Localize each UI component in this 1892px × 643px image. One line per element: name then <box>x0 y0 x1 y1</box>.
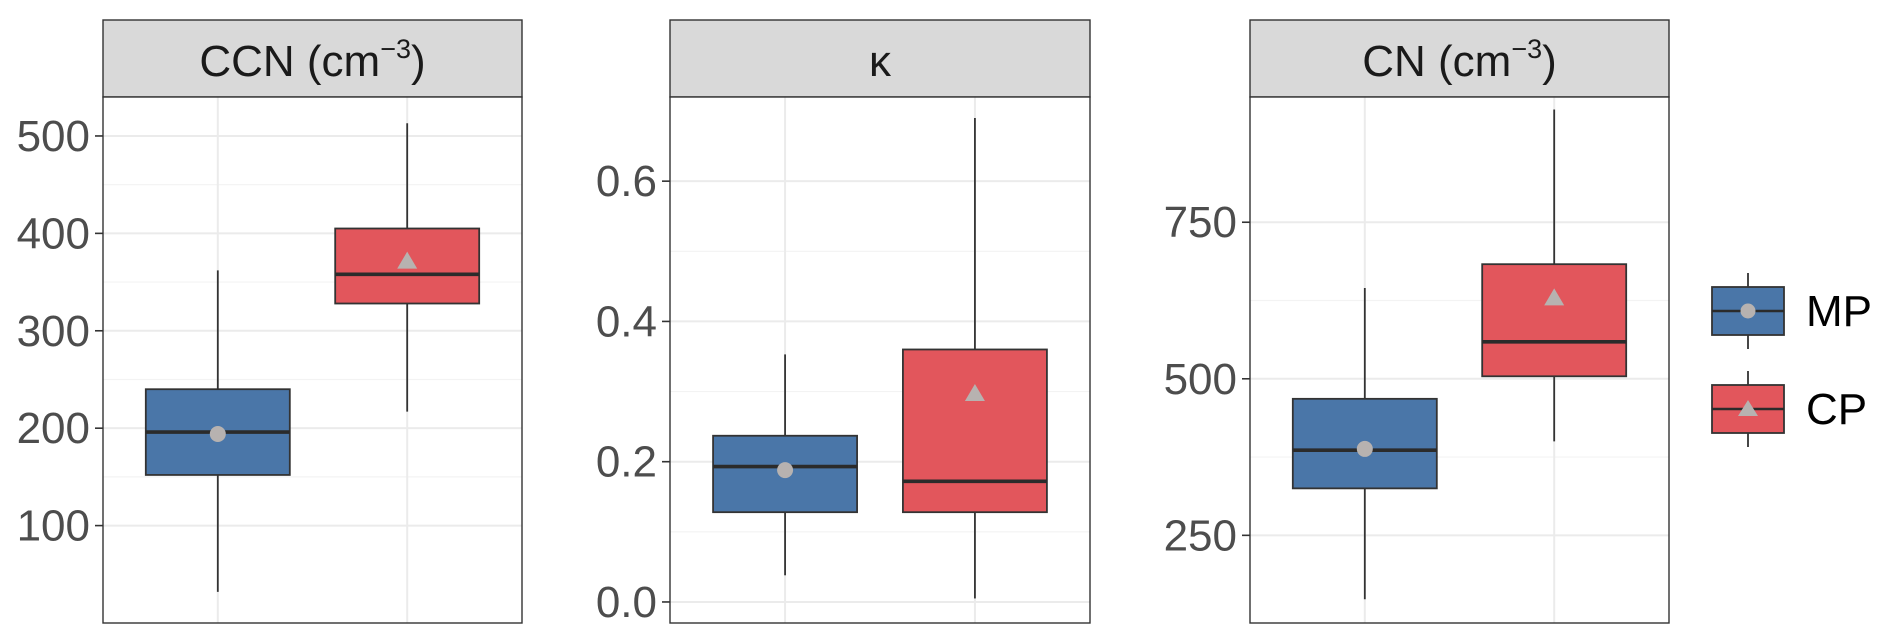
legend-circle-icon <box>1740 303 1756 319</box>
legend-item-mp: MP <box>1711 273 1872 349</box>
strip-title-superscript: −3 <box>380 34 411 64</box>
strip-title-text: CN (cm <box>1362 37 1511 86</box>
strip-title: κ <box>869 37 892 86</box>
strip-title-close: ) <box>1542 37 1557 86</box>
y-tick-label: 300 <box>17 307 90 356</box>
panel-border <box>102 96 523 624</box>
y-tick-label: 0.4 <box>596 297 657 346</box>
legend: MP CP <box>1711 273 1872 447</box>
box-iqr <box>1481 263 1628 378</box>
y-tick-label: 250 <box>1164 511 1237 560</box>
panels: CCN (cm−3)100200300400500κ0.00.20.40.6CN… <box>17 19 1670 627</box>
y-tick-label: 0.6 <box>596 157 657 206</box>
y-tick-label: 0.0 <box>596 578 657 627</box>
y-tick-label: 750 <box>1164 198 1237 247</box>
strip-title-close: ) <box>411 37 426 86</box>
strip-header <box>1249 19 1670 98</box>
panel-background <box>103 97 522 623</box>
legend-triangle-icon <box>1738 400 1758 416</box>
box-mp <box>144 270 291 592</box>
legend-label: CP <box>1806 385 1867 434</box>
mean-marker-circle <box>777 462 794 479</box>
box-iqr <box>902 348 1048 514</box>
box-cp <box>1481 109 1628 442</box>
box-cp <box>334 123 481 412</box>
legend-label: MP <box>1806 287 1872 336</box>
box-mp <box>712 354 858 576</box>
legend-item-cp: CP <box>1711 371 1867 447</box>
y-tick-label: 100 <box>17 502 90 551</box>
y-tick-label: 500 <box>1164 355 1237 404</box>
strip-header <box>102 19 523 98</box>
panel-1: CCN (cm−3) 100 200 300 400 500 <box>17 19 523 624</box>
y-tick-label: 200 <box>17 404 90 453</box>
box-mp <box>1291 287 1438 600</box>
panel-3: CN (cm−3) 250 500 750 <box>1164 19 1670 624</box>
y-tick-label: 500 <box>17 112 90 161</box>
panel-2: κ 0.0 0.2 0.4 0.6 <box>596 19 1091 627</box>
mean-marker-triangle <box>1544 288 1565 306</box>
mean-marker-circle <box>209 426 226 443</box>
strip-title: CCN (cm−3) <box>199 34 425 86</box>
y-tick-label: 400 <box>17 209 90 258</box>
strip-title: CN (cm−3) <box>1362 34 1557 86</box>
mean-marker-triangle <box>964 383 985 401</box>
strip-title-text: CCN (cm <box>199 37 380 86</box>
panel-border <box>669 96 1091 624</box>
y-tick-label: 0.2 <box>596 438 657 487</box>
mean-marker-circle <box>1356 440 1373 457</box>
strip-title-superscript: −3 <box>1511 34 1542 64</box>
box-iqr <box>1291 397 1438 490</box>
strip-title-text: κ <box>869 37 892 86</box>
panel-border <box>1249 96 1670 624</box>
box-cp <box>902 118 1048 599</box>
mean-marker-triangle <box>397 251 418 269</box>
strip-header <box>669 19 1091 98</box>
